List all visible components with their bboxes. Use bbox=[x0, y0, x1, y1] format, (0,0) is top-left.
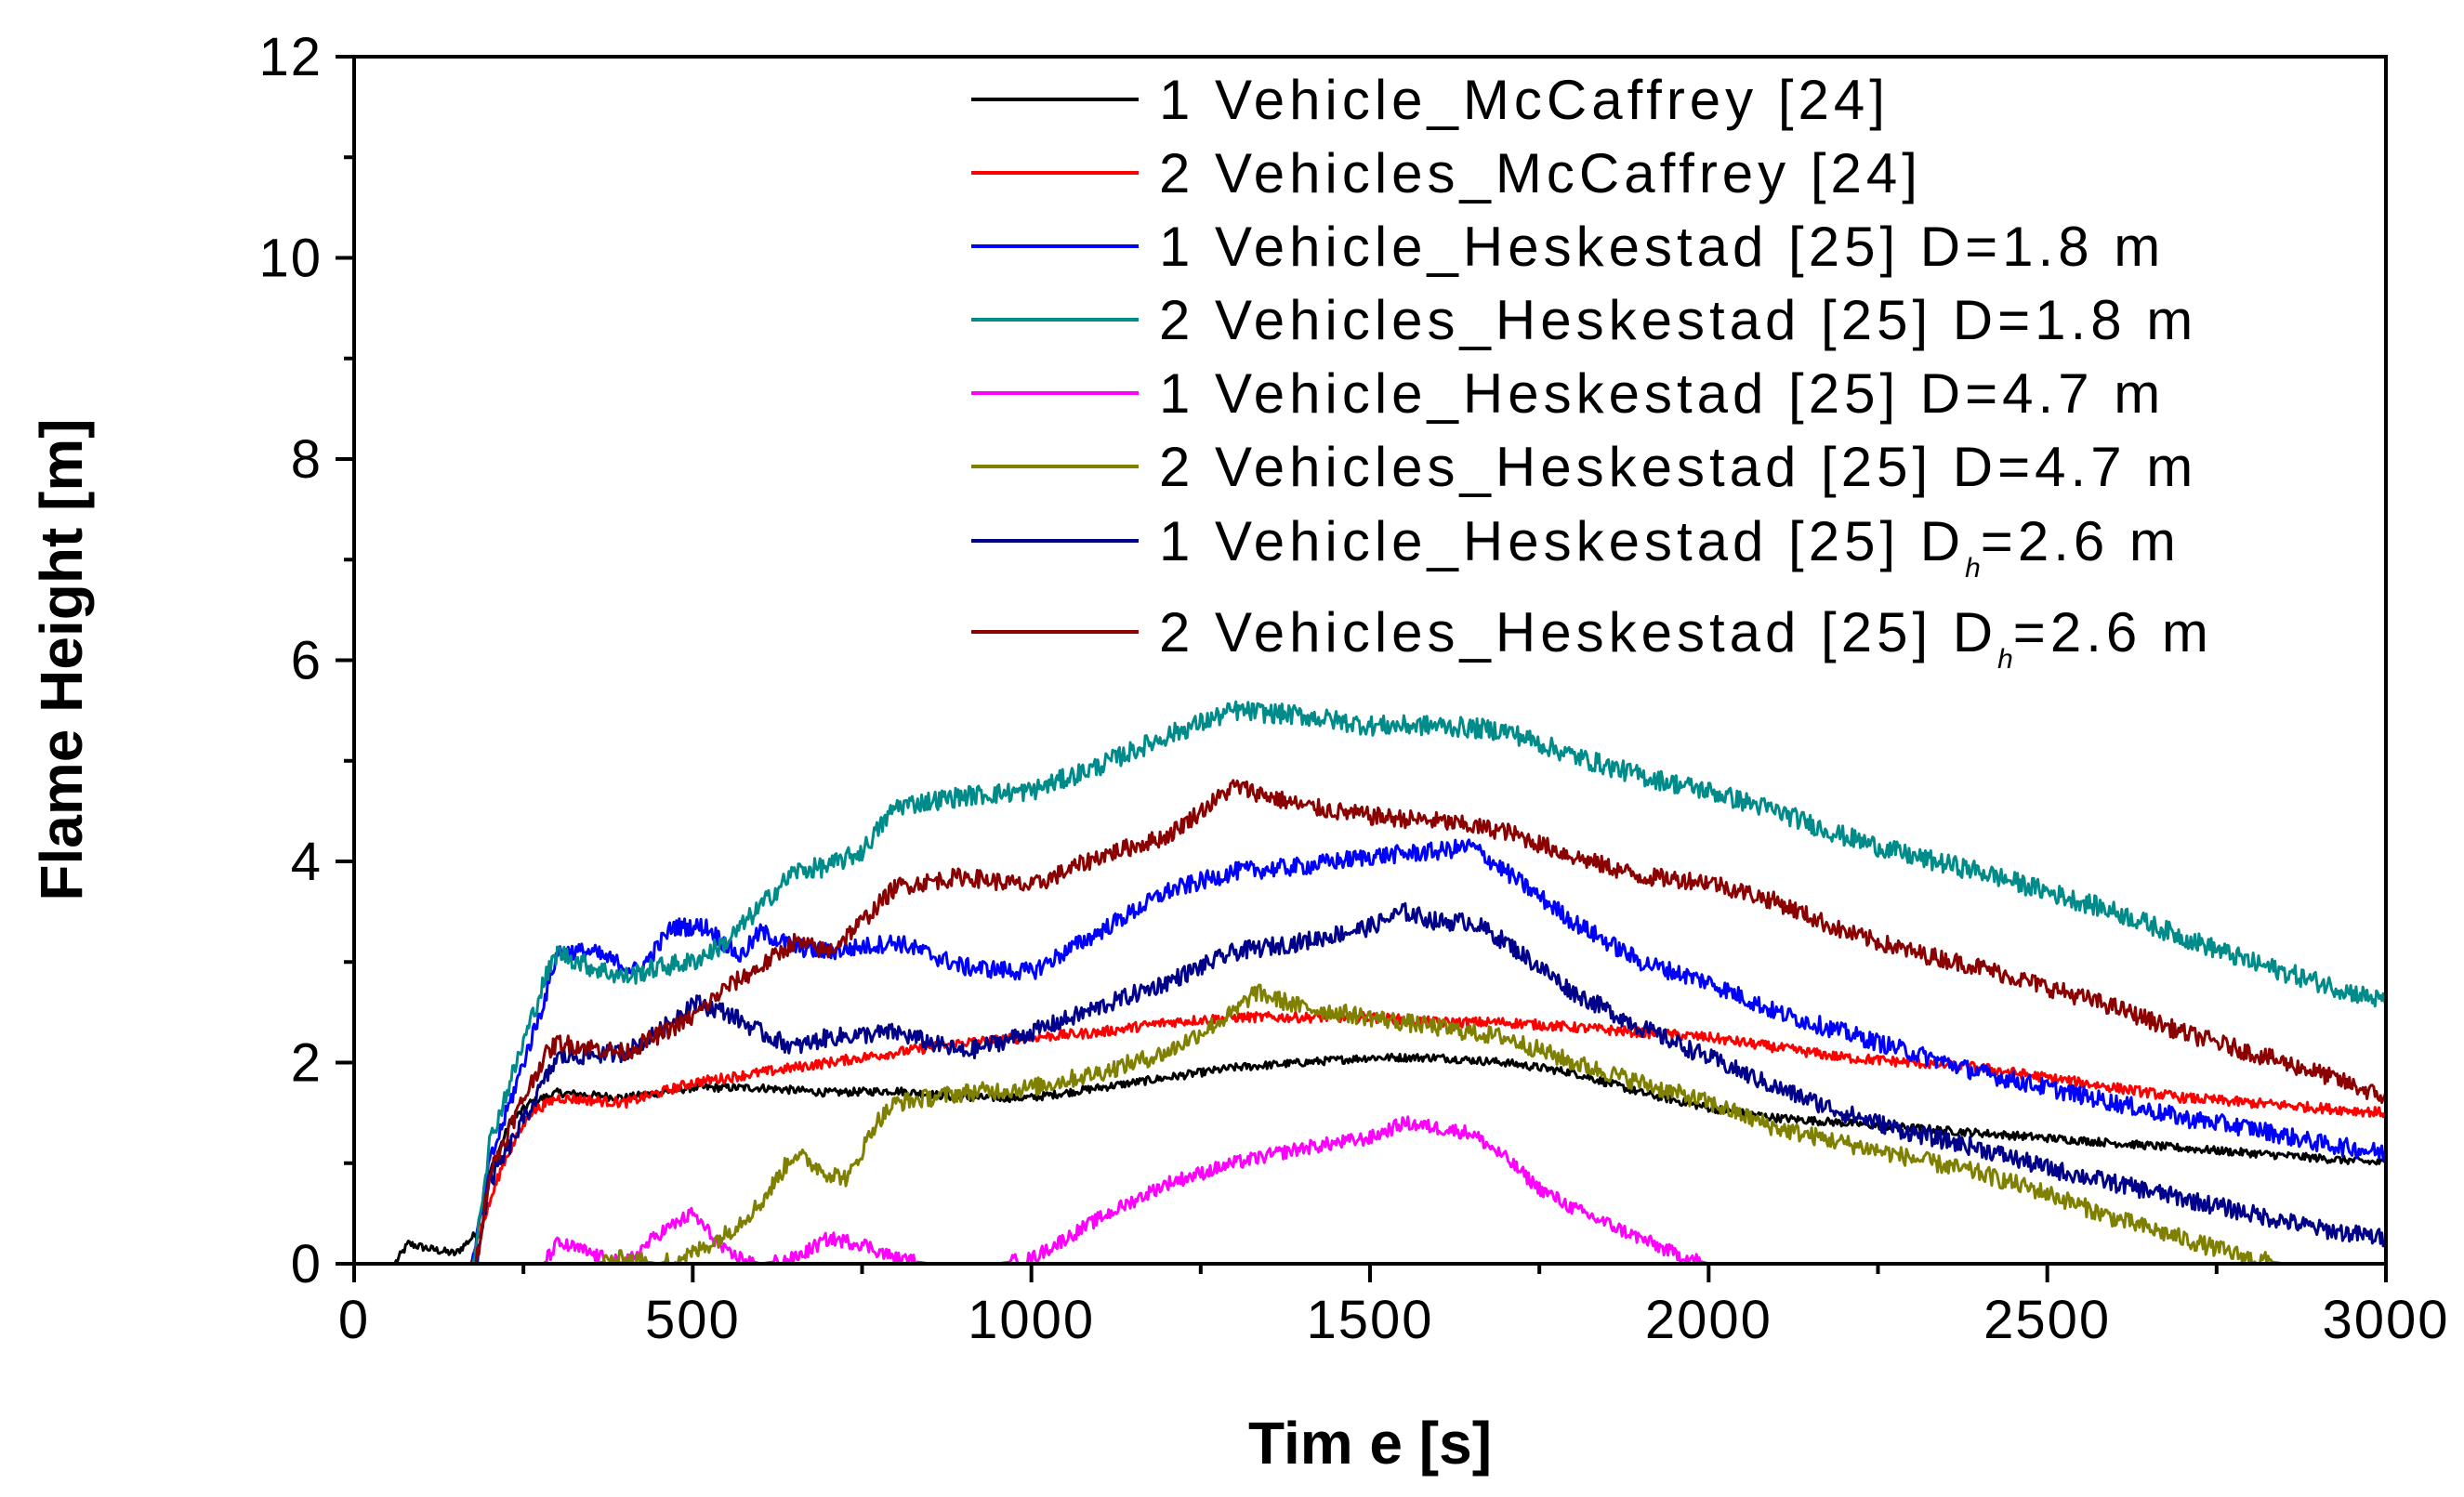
y-tick-label: 6 bbox=[291, 631, 323, 691]
series-line-6 bbox=[557, 983, 2285, 1266]
y-axis-title: Flame Height [m] bbox=[28, 418, 95, 900]
legend-label-5: 1 Vehicle_Heskestad [25] D=4.7 m bbox=[1159, 362, 2165, 425]
y-tick-label: 8 bbox=[291, 429, 323, 490]
series-line-8 bbox=[354, 779, 2388, 1266]
series-line-7 bbox=[354, 901, 2387, 1266]
legend-label-2: 2 Vehicles_McCaffrey [24] bbox=[1159, 142, 1922, 204]
x-tick-label: 2500 bbox=[1983, 1290, 2111, 1350]
x-axis-title: Tim e [s] bbox=[1248, 1410, 1492, 1477]
x-tick-label: 3000 bbox=[2322, 1290, 2449, 1350]
series-line-1 bbox=[354, 1052, 2388, 1266]
x-tick-label: 1000 bbox=[968, 1290, 1095, 1350]
y-tick-label: 0 bbox=[291, 1234, 323, 1294]
x-tick-label: 2000 bbox=[1645, 1290, 1772, 1350]
y-tick-label: 2 bbox=[291, 1033, 323, 1094]
series-line-3 bbox=[354, 838, 2387, 1266]
legend-label-4: 2 Vehicles_Heskestad [25] D=1.8 m bbox=[1159, 289, 2197, 351]
series-line-4 bbox=[354, 700, 2388, 1266]
legend-label-3: 1 Vehicle_Heskestad [25] D=1.8 m bbox=[1159, 216, 2165, 278]
legend: 1 Vehicle_McCaffrey [24] 2 Vehicles_McCaf… bbox=[971, 69, 2213, 675]
legend-label-8: 2 Vehicles_Heskestad [25] Dh=2.6 m bbox=[1159, 601, 2213, 675]
y-tick-label: 4 bbox=[291, 832, 323, 892]
x-tick-label: 1500 bbox=[1306, 1290, 1433, 1350]
y-tick-label: 12 bbox=[258, 27, 323, 87]
legend-label-7: 1 Vehicle_Heskestad [25] Dh=2.6 m bbox=[1159, 510, 2181, 584]
series-line-5 bbox=[542, 1115, 1709, 1266]
legend-label-6: 2 Vehicles_Heskestad [25] D=4.7 m bbox=[1159, 436, 2197, 498]
y-tick-label: 10 bbox=[258, 229, 323, 289]
x-tick-label: 500 bbox=[645, 1290, 741, 1350]
x-tick-label: 0 bbox=[338, 1290, 370, 1350]
series-lines bbox=[354, 700, 2388, 1266]
x-axis: 0 500 1000 1500 2000 2500 3000 bbox=[338, 1264, 2449, 1350]
y-axis: 0 2 4 6 8 10 12 bbox=[258, 27, 354, 1294]
legend-label-1: 1 Vehicle_McCaffrey [24] bbox=[1159, 69, 1890, 131]
